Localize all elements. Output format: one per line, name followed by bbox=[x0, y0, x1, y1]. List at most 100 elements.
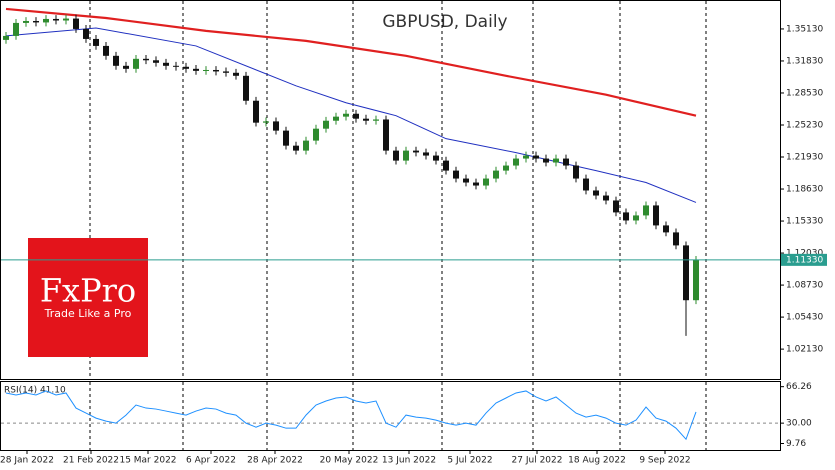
candle-body bbox=[573, 165, 579, 179]
candle-body bbox=[283, 130, 289, 146]
candle-body bbox=[393, 150, 399, 161]
candle-body bbox=[23, 20, 29, 23]
chart-title: GBPUSD, Daily bbox=[382, 12, 507, 32]
rsi-label: RSI(14) 41.10 bbox=[4, 386, 66, 396]
candle-body bbox=[483, 178, 489, 186]
x-tick-label: 15 Mar 2022 bbox=[119, 456, 176, 466]
candle-body bbox=[443, 160, 449, 171]
candle-body bbox=[133, 58, 139, 69]
candle-body bbox=[93, 38, 99, 46]
candle-body bbox=[693, 259, 699, 301]
candle-body bbox=[543, 158, 549, 163]
candle-body bbox=[533, 155, 539, 159]
x-tick-label: 27 Jul 2022 bbox=[512, 456, 563, 466]
y-tick-label: 30.00 bbox=[786, 419, 812, 429]
last-price-box bbox=[781, 253, 827, 266]
candle-body bbox=[163, 62, 169, 66]
y-tick-label: 1.35130 bbox=[786, 24, 823, 34]
rsi-frame bbox=[0, 381, 781, 451]
candle-body bbox=[413, 150, 419, 153]
y-tick-label: 1.25230 bbox=[786, 120, 823, 130]
candle-body bbox=[63, 18, 69, 21]
x-tick-label: 21 Feb 2022 bbox=[63, 456, 119, 466]
x-tick-label: 5 Jul 2022 bbox=[447, 456, 492, 466]
y-tick-label: 1.08730 bbox=[786, 281, 823, 291]
candle-body bbox=[263, 121, 269, 123]
x-tick-label: 18 Aug 2022 bbox=[568, 456, 626, 466]
candle-body bbox=[303, 140, 309, 151]
candle-body bbox=[333, 116, 339, 121]
candle-body bbox=[53, 18, 59, 21]
last-price-label: 1.11330 bbox=[786, 255, 823, 265]
candle-body bbox=[173, 65, 179, 67]
candle-body bbox=[103, 45, 109, 56]
y-tick-label: 1.15330 bbox=[786, 217, 823, 227]
candle-body bbox=[313, 128, 319, 141]
candle-body bbox=[43, 18, 49, 23]
candle-body bbox=[113, 55, 119, 66]
candle-body bbox=[343, 113, 349, 117]
y-tick-label: 1.31830 bbox=[786, 56, 823, 66]
candle-body bbox=[553, 158, 559, 163]
candle-body bbox=[473, 182, 479, 186]
candle-body bbox=[203, 69, 209, 71]
candle-body bbox=[593, 190, 599, 196]
candle-body bbox=[523, 155, 529, 159]
candle-body bbox=[243, 75, 249, 101]
candle-body bbox=[213, 69, 219, 72]
candle-body bbox=[383, 119, 389, 151]
candle-body bbox=[433, 155, 439, 161]
candle-body bbox=[493, 170, 499, 179]
x-tick-label: 28 Apr 2022 bbox=[247, 456, 303, 466]
candle-body bbox=[153, 60, 159, 63]
logo-box bbox=[28, 238, 148, 357]
candle-body bbox=[373, 119, 379, 121]
logo-slogan: Trade Like a Pro bbox=[44, 307, 132, 320]
y-tick-label: 1.21930 bbox=[786, 153, 823, 163]
moving-average bbox=[5, 27, 697, 203]
y-tick-label: 1.02130 bbox=[786, 345, 823, 355]
x-tick-label: 13 Jun 2022 bbox=[382, 456, 436, 466]
y-tick-label: 66.26 bbox=[786, 382, 812, 392]
candle-body bbox=[673, 232, 679, 246]
candle-body bbox=[73, 18, 79, 29]
candle-body bbox=[503, 165, 509, 171]
y-tick-label: 1.18630 bbox=[786, 185, 823, 195]
moving-average bbox=[5, 7, 697, 117]
candle-body bbox=[33, 20, 39, 23]
period-separators bbox=[89, 1, 707, 450]
candle-body bbox=[363, 118, 369, 121]
y-tick-label: 1.28530 bbox=[786, 88, 823, 98]
candle-body bbox=[143, 58, 149, 61]
candle-body bbox=[183, 66, 189, 69]
candle-body bbox=[423, 152, 429, 156]
candle-body bbox=[353, 113, 359, 119]
candle-body bbox=[663, 225, 669, 233]
x-tick-label: 9 Sep 2022 bbox=[639, 456, 690, 466]
x-tick-label: 6 Apr 2022 bbox=[186, 456, 236, 466]
rsi-line bbox=[5, 390, 697, 441]
candle-body bbox=[323, 120, 329, 129]
candle-body bbox=[563, 158, 569, 166]
candle-body bbox=[223, 71, 229, 73]
candle-body bbox=[623, 212, 629, 221]
candle-body bbox=[233, 72, 239, 76]
candle-body bbox=[13, 22, 19, 36]
candle-body bbox=[613, 200, 619, 213]
candle-body bbox=[293, 145, 299, 151]
x-tick-label: 28 Jan 2022 bbox=[0, 456, 54, 466]
candle-body bbox=[3, 35, 9, 40]
candle-body bbox=[643, 205, 649, 216]
candle-body bbox=[633, 215, 639, 221]
y-tick-label: 9.76 bbox=[786, 439, 806, 449]
y-tick-label: 1.12030 bbox=[786, 249, 823, 259]
candle-body bbox=[603, 195, 609, 201]
candle-body bbox=[583, 178, 589, 191]
candle-body bbox=[403, 150, 409, 161]
candle-body bbox=[453, 170, 459, 179]
candle-body bbox=[253, 100, 259, 123]
candle-body bbox=[83, 28, 89, 39]
logo-brand: FxPro bbox=[40, 272, 136, 310]
candle-body bbox=[653, 205, 659, 226]
candle-body bbox=[513, 158, 519, 166]
